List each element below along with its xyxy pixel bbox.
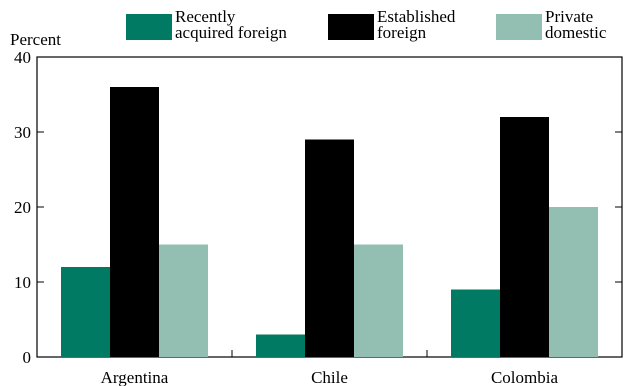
legend-label-2: Private domestic [545,7,607,42]
y-tick-label-3: 30 [14,123,31,142]
y-tick-label-2: 20 [14,198,31,217]
y-tick-label-0: 0 [23,348,32,367]
y-ticks: 0 10 20 30 40 [14,48,622,367]
bar-chile-series-0 [256,334,305,357]
legend-swatch-2 [496,14,542,40]
legend-swatch-0 [126,14,172,40]
bar-colombia-series-2 [549,207,598,357]
x-tick-label-argentina: Argentina [101,368,169,386]
bar-colombia-series-1 [500,117,549,357]
y-axis-label: Percent [10,30,61,49]
bars [61,87,598,357]
legend: Recently acquired foreign Established forei… [126,7,607,42]
bar-colombia-series-0 [451,289,500,357]
bar-argentina-series-0 [61,267,110,357]
bar-argentina-series-1 [110,87,159,357]
bar-argentina-series-2 [159,244,208,357]
legend-label-1: Established foreign [377,7,456,42]
x-tick-label-chile: Chile [311,368,348,386]
y-tick-label-1: 10 [14,273,31,292]
bar-chile-series-2 [354,244,403,357]
legend-swatch-1 [328,14,374,40]
y-tick-label-4: 40 [14,48,31,67]
x-tick-labels: Argentina Chile Colombia [101,350,559,386]
legend-label-0: Recently acquired foreign [175,7,287,42]
bar-chile-series-1 [305,139,354,357]
x-tick-label-colombia: Colombia [491,368,559,386]
